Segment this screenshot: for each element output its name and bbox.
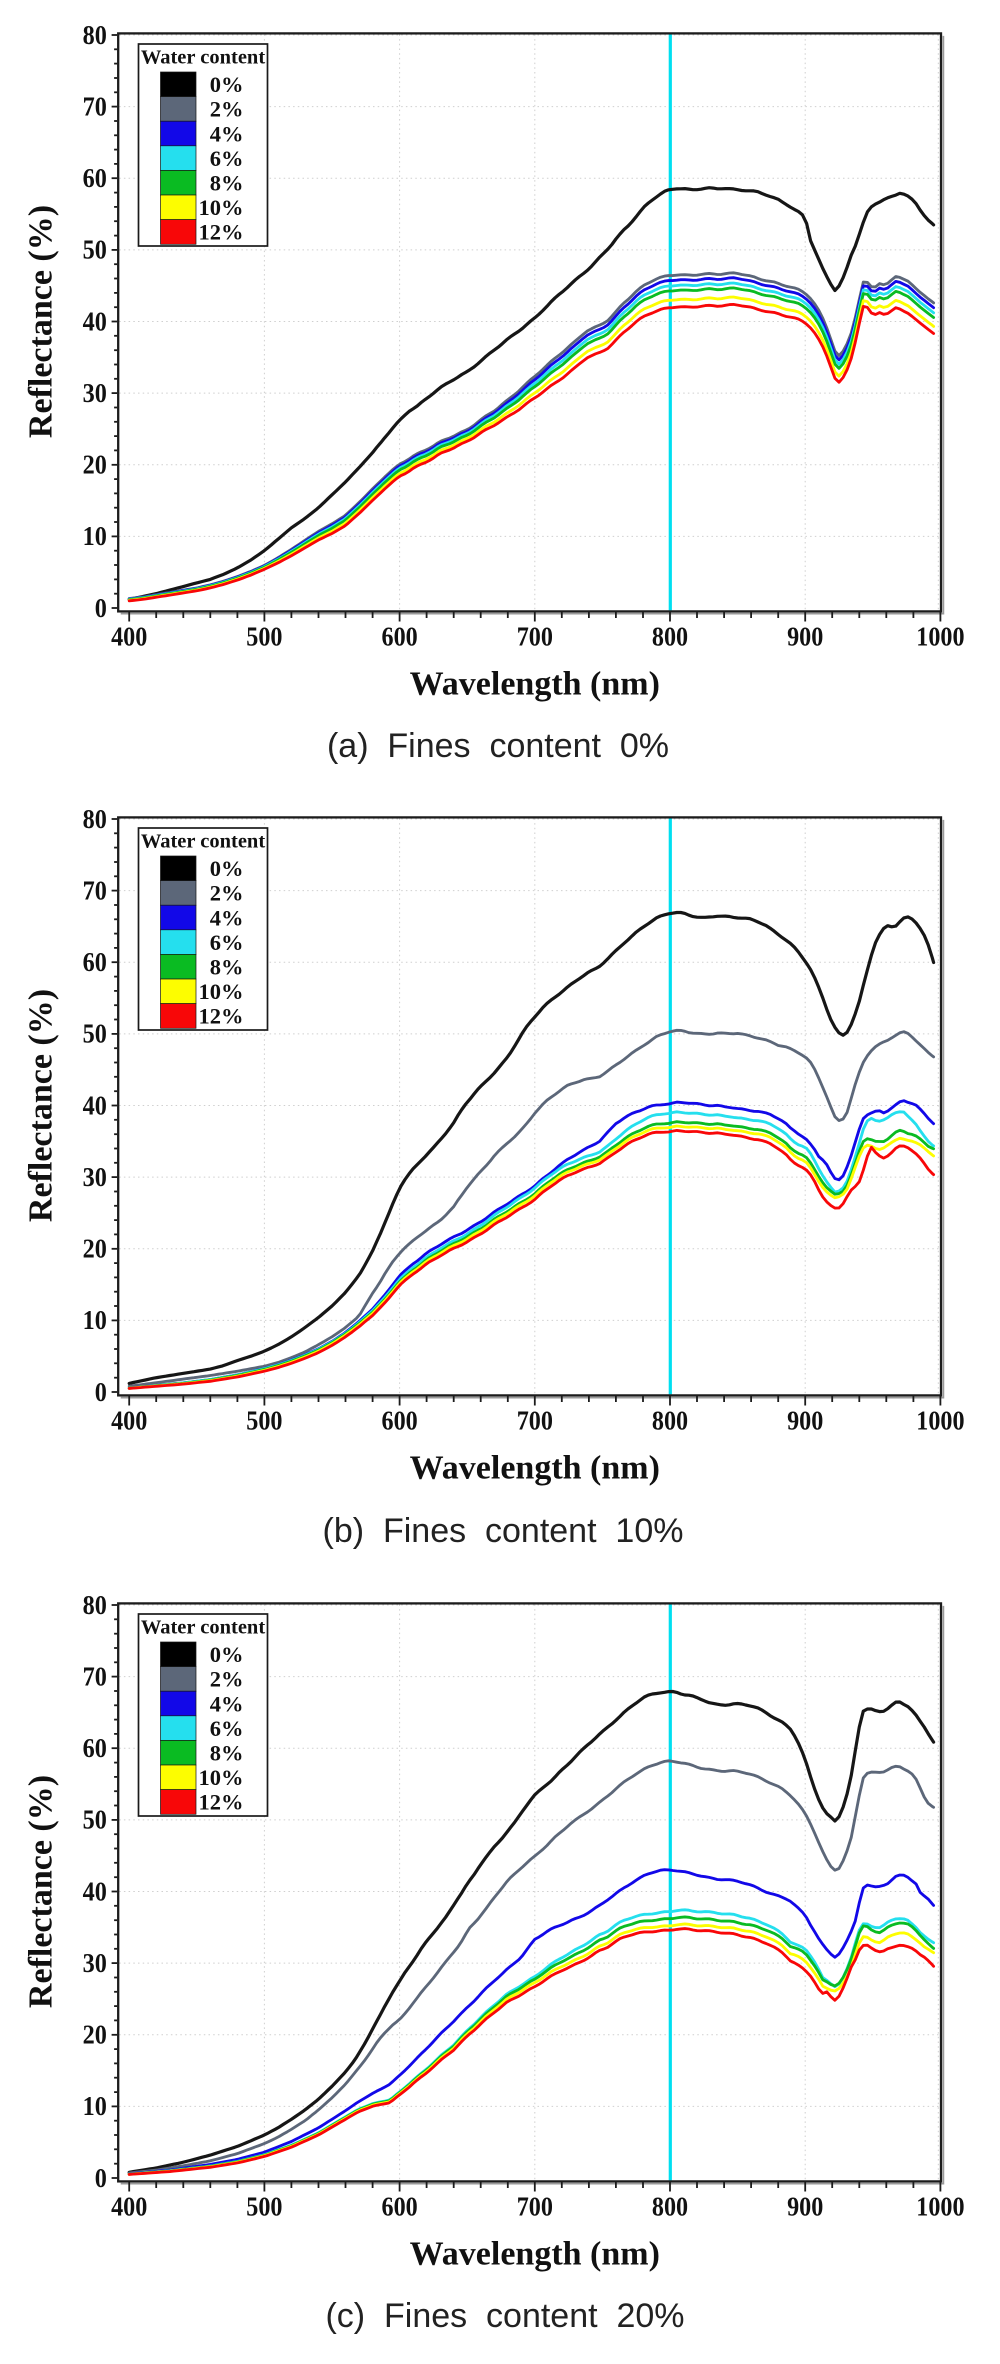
svg-text:10: 10 bbox=[83, 2091, 107, 2121]
svg-text:2%: 2% bbox=[210, 1667, 244, 1692]
svg-text:4%: 4% bbox=[210, 1691, 244, 1716]
svg-text:900: 900 bbox=[787, 1405, 823, 1435]
svg-text:40: 40 bbox=[83, 1090, 107, 1120]
svg-text:8%: 8% bbox=[210, 171, 244, 196]
svg-text:10%: 10% bbox=[199, 195, 244, 220]
svg-text:6%: 6% bbox=[210, 1716, 244, 1741]
svg-text:900: 900 bbox=[787, 2191, 823, 2221]
svg-text:60: 60 bbox=[83, 947, 107, 977]
svg-text:4%: 4% bbox=[210, 121, 244, 146]
svg-text:Water content: Water content bbox=[141, 47, 265, 69]
svg-text:500: 500 bbox=[246, 2191, 282, 2221]
svg-text:800: 800 bbox=[652, 2191, 688, 2221]
svg-text:70: 70 bbox=[83, 875, 107, 905]
svg-text:60: 60 bbox=[83, 1733, 107, 1763]
svg-text:400: 400 bbox=[111, 1405, 147, 1435]
svg-text:Reflectance (%): Reflectance (%) bbox=[23, 1775, 60, 2008]
svg-text:20: 20 bbox=[83, 2020, 107, 2050]
svg-text:10: 10 bbox=[83, 521, 107, 551]
svg-text:70: 70 bbox=[83, 1661, 107, 1691]
svg-text:4%: 4% bbox=[210, 905, 244, 930]
svg-text:2%: 2% bbox=[210, 97, 244, 122]
svg-text:10%: 10% bbox=[199, 979, 244, 1004]
svg-text:0%: 0% bbox=[210, 72, 244, 97]
svg-text:6%: 6% bbox=[210, 146, 244, 171]
svg-text:800: 800 bbox=[652, 1405, 688, 1435]
svg-text:700: 700 bbox=[517, 2191, 553, 2221]
svg-text:(c) Fines content 20%: (c) Fines content 20% bbox=[325, 2297, 684, 2335]
svg-text:Reflectance (%): Reflectance (%) bbox=[23, 205, 60, 438]
svg-text:800: 800 bbox=[652, 621, 688, 651]
svg-text:12%: 12% bbox=[199, 220, 244, 245]
svg-text:10%: 10% bbox=[199, 1765, 244, 1790]
svg-text:6%: 6% bbox=[210, 930, 244, 955]
svg-text:0: 0 bbox=[95, 1377, 107, 1407]
svg-text:80: 80 bbox=[83, 20, 107, 50]
svg-text:0: 0 bbox=[95, 2163, 107, 2193]
svg-text:20: 20 bbox=[83, 1234, 107, 1264]
svg-text:(b) Fines content 10%: (b) Fines content 10% bbox=[323, 1512, 684, 1550]
svg-text:0%: 0% bbox=[210, 1642, 244, 1667]
svg-text:600: 600 bbox=[382, 2191, 418, 2221]
svg-text:12%: 12% bbox=[199, 1004, 244, 1029]
svg-text:12%: 12% bbox=[199, 1790, 244, 1815]
svg-text:600: 600 bbox=[382, 1405, 418, 1435]
svg-text:400: 400 bbox=[111, 2191, 147, 2221]
svg-text:70: 70 bbox=[83, 91, 107, 121]
svg-text:700: 700 bbox=[517, 621, 553, 651]
svg-text:Water content: Water content bbox=[141, 831, 265, 853]
svg-text:50: 50 bbox=[83, 1019, 107, 1049]
svg-text:8%: 8% bbox=[210, 955, 244, 980]
svg-text:8%: 8% bbox=[210, 1741, 244, 1766]
svg-text:Wavelength (nm): Wavelength (nm) bbox=[410, 666, 660, 703]
svg-text:10: 10 bbox=[83, 1305, 107, 1335]
svg-text:50: 50 bbox=[83, 235, 107, 265]
svg-text:30: 30 bbox=[83, 378, 107, 408]
svg-text:40: 40 bbox=[83, 1876, 107, 1906]
svg-text:1000: 1000 bbox=[916, 621, 964, 651]
svg-text:400: 400 bbox=[111, 621, 147, 651]
svg-text:Wavelength (nm): Wavelength (nm) bbox=[410, 2236, 660, 2273]
svg-text:30: 30 bbox=[83, 1162, 107, 1192]
svg-text:2%: 2% bbox=[210, 881, 244, 906]
svg-text:500: 500 bbox=[246, 621, 282, 651]
svg-text:500: 500 bbox=[246, 1405, 282, 1435]
svg-text:Reflectance (%): Reflectance (%) bbox=[23, 989, 60, 1222]
svg-text:900: 900 bbox=[787, 621, 823, 651]
svg-text:30: 30 bbox=[83, 1948, 107, 1978]
svg-text:80: 80 bbox=[83, 804, 107, 834]
svg-text:1000: 1000 bbox=[916, 1405, 964, 1435]
svg-text:(a) Fines content 0%: (a) Fines content 0% bbox=[327, 727, 669, 765]
svg-text:80: 80 bbox=[83, 1590, 107, 1620]
svg-text:60: 60 bbox=[83, 163, 107, 193]
svg-text:40: 40 bbox=[83, 306, 107, 336]
svg-text:50: 50 bbox=[83, 1805, 107, 1835]
svg-text:1000: 1000 bbox=[916, 2191, 964, 2221]
svg-text:Water content: Water content bbox=[141, 1617, 265, 1639]
svg-text:20: 20 bbox=[83, 450, 107, 480]
svg-text:0: 0 bbox=[95, 593, 107, 623]
svg-text:Wavelength (nm): Wavelength (nm) bbox=[410, 1450, 660, 1487]
svg-text:700: 700 bbox=[517, 1405, 553, 1435]
svg-text:600: 600 bbox=[382, 621, 418, 651]
svg-text:0%: 0% bbox=[210, 856, 244, 881]
